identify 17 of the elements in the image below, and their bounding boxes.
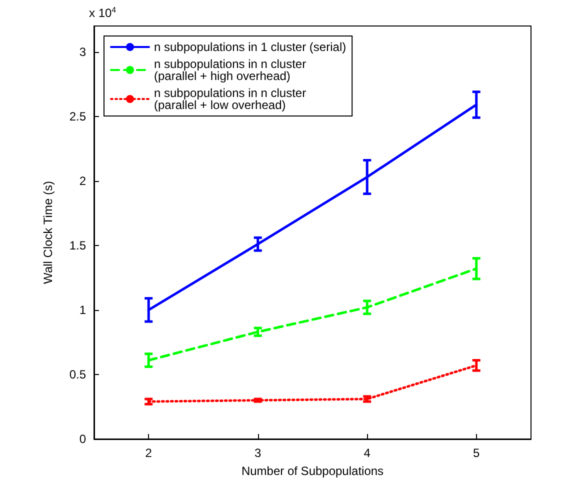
legend-label: n subpopulations in 1 cluster (serial) xyxy=(154,40,346,54)
y-tick-label: 3 xyxy=(79,44,86,59)
y-tick-label: 0.5 xyxy=(69,367,86,382)
y-tick-label: 2 xyxy=(79,174,86,188)
y-tick-label: 1 xyxy=(79,302,86,317)
y-tick-label: 2.5 xyxy=(69,109,86,124)
y-tick-label: 0 xyxy=(79,432,86,446)
y-axis-title: Wall Clock Time (s) xyxy=(41,181,55,284)
x-tick-label: 4 xyxy=(364,446,371,460)
y-tick-label: 1.5 xyxy=(69,238,86,252)
x-axis-title: Number of Subpopulations xyxy=(241,464,384,478)
legend-label: n subpopulations in n cluster (parallel + high overhead) xyxy=(154,57,306,83)
x-tick-label: 3 xyxy=(254,446,262,460)
legend-label: n subpopulations in n cluster (parallel + low overhead) xyxy=(154,86,306,112)
line-series xyxy=(147,364,478,403)
x-tick-label: 2 xyxy=(145,446,152,460)
x-tick-label: 5 xyxy=(473,446,480,460)
